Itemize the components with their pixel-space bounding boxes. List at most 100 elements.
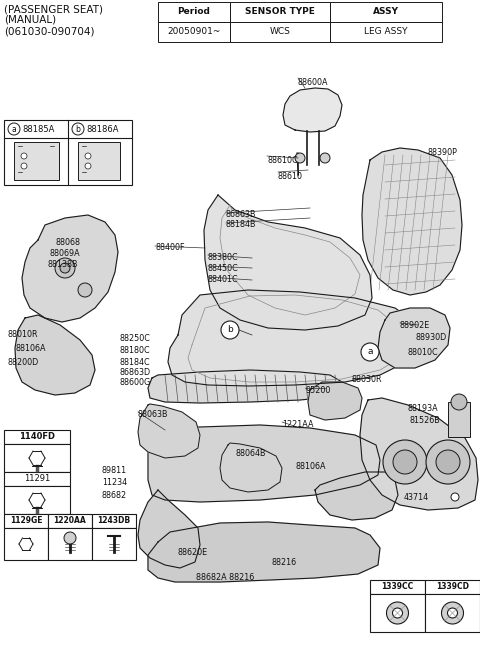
Text: 88069A: 88069A: [50, 249, 81, 258]
Bar: [230, 2, 330, 22]
Text: (MANUAL): (MANUAL): [4, 15, 56, 25]
Text: 88216: 88216: [272, 558, 297, 567]
Text: 88450C: 88450C: [208, 264, 239, 273]
Circle shape: [78, 283, 92, 297]
Circle shape: [451, 394, 467, 410]
Text: 88068: 88068: [55, 238, 80, 247]
Bar: [4, 514, 48, 528]
Circle shape: [295, 153, 305, 163]
Text: 1140FD: 1140FD: [19, 432, 55, 441]
Bar: [78, 142, 120, 180]
Polygon shape: [360, 398, 478, 510]
Text: 1339CC: 1339CC: [382, 582, 414, 591]
Circle shape: [60, 263, 70, 273]
Circle shape: [8, 123, 20, 135]
Bar: [4, 528, 48, 560]
Text: 88200D: 88200D: [8, 358, 39, 367]
Circle shape: [85, 153, 91, 159]
Text: 88030R: 88030R: [352, 375, 383, 384]
Text: Period: Period: [178, 7, 210, 17]
Polygon shape: [220, 443, 282, 492]
Circle shape: [361, 343, 379, 361]
Text: WCS: WCS: [270, 28, 290, 36]
Text: 88180C: 88180C: [120, 346, 151, 355]
Text: 1221AA: 1221AA: [282, 420, 313, 429]
Text: 88682: 88682: [102, 491, 127, 500]
Bar: [4, 486, 70, 514]
Circle shape: [55, 258, 75, 278]
Text: SENSOR TYPE: SENSOR TYPE: [245, 7, 315, 17]
Circle shape: [320, 153, 330, 163]
Text: b: b: [75, 124, 81, 134]
Text: 11234: 11234: [102, 478, 127, 487]
Circle shape: [72, 123, 84, 135]
Polygon shape: [315, 472, 398, 520]
Text: a: a: [367, 348, 373, 356]
Bar: [158, 22, 230, 42]
Polygon shape: [168, 290, 420, 386]
Bar: [48, 514, 92, 528]
Circle shape: [21, 153, 27, 159]
Text: 88193A: 88193A: [407, 404, 438, 413]
Text: b: b: [227, 325, 233, 334]
Text: (061030-090704): (061030-090704): [4, 26, 95, 36]
Bar: [158, 2, 230, 22]
Bar: [370, 580, 425, 594]
Polygon shape: [138, 490, 200, 568]
Text: 95200: 95200: [305, 386, 330, 395]
Text: 88063B: 88063B: [138, 410, 168, 419]
Text: 88250C: 88250C: [120, 334, 151, 343]
Text: 88610: 88610: [278, 172, 303, 181]
Bar: [425, 580, 480, 594]
Circle shape: [64, 532, 76, 544]
Text: a: a: [12, 124, 16, 134]
Bar: [48, 528, 92, 560]
Text: 88010R: 88010R: [8, 330, 38, 339]
Circle shape: [85, 163, 91, 169]
Circle shape: [447, 608, 457, 618]
Circle shape: [393, 608, 403, 618]
Circle shape: [442, 602, 464, 624]
Bar: [4, 472, 70, 486]
Text: 88010C: 88010C: [407, 348, 438, 357]
Circle shape: [221, 321, 239, 339]
Text: 88600G: 88600G: [120, 378, 151, 387]
Text: 86863D: 86863D: [120, 368, 151, 377]
Circle shape: [451, 493, 459, 501]
Text: 88380C: 88380C: [208, 253, 239, 262]
Text: 88610C: 88610C: [267, 156, 298, 165]
Text: 88185A: 88185A: [22, 125, 54, 134]
Text: 11291: 11291: [24, 474, 50, 483]
Text: 1339CD: 1339CD: [436, 582, 469, 591]
Text: LEG ASSY: LEG ASSY: [364, 28, 408, 36]
Text: 88600A: 88600A: [298, 78, 328, 87]
Text: 88400F: 88400F: [155, 243, 184, 252]
Text: 1129GE: 1129GE: [10, 516, 42, 525]
Text: 88186A: 88186A: [86, 125, 119, 134]
Text: 88902E: 88902E: [400, 321, 430, 330]
Bar: [92, 514, 136, 528]
Polygon shape: [283, 88, 342, 132]
Bar: [230, 22, 330, 42]
Polygon shape: [148, 370, 345, 403]
Text: 88682A 88216: 88682A 88216: [196, 573, 254, 582]
Polygon shape: [148, 522, 380, 582]
Text: 88401C: 88401C: [208, 275, 239, 284]
Bar: [448, 402, 470, 437]
Circle shape: [393, 450, 417, 474]
Text: 43714: 43714: [404, 493, 429, 502]
Text: 88106A: 88106A: [15, 344, 46, 353]
Polygon shape: [204, 195, 372, 330]
Bar: [330, 2, 442, 22]
Bar: [425, 594, 480, 632]
Text: 88184C: 88184C: [120, 358, 151, 367]
Text: 88138B: 88138B: [48, 260, 79, 269]
Circle shape: [436, 450, 460, 474]
Bar: [4, 120, 132, 185]
Bar: [92, 528, 136, 560]
Text: 20050901~: 20050901~: [168, 28, 221, 36]
Text: ASSY: ASSY: [373, 7, 399, 17]
Text: (PASSENGER SEAT): (PASSENGER SEAT): [4, 4, 103, 14]
Text: 86863B: 86863B: [226, 210, 256, 219]
Polygon shape: [148, 425, 380, 502]
